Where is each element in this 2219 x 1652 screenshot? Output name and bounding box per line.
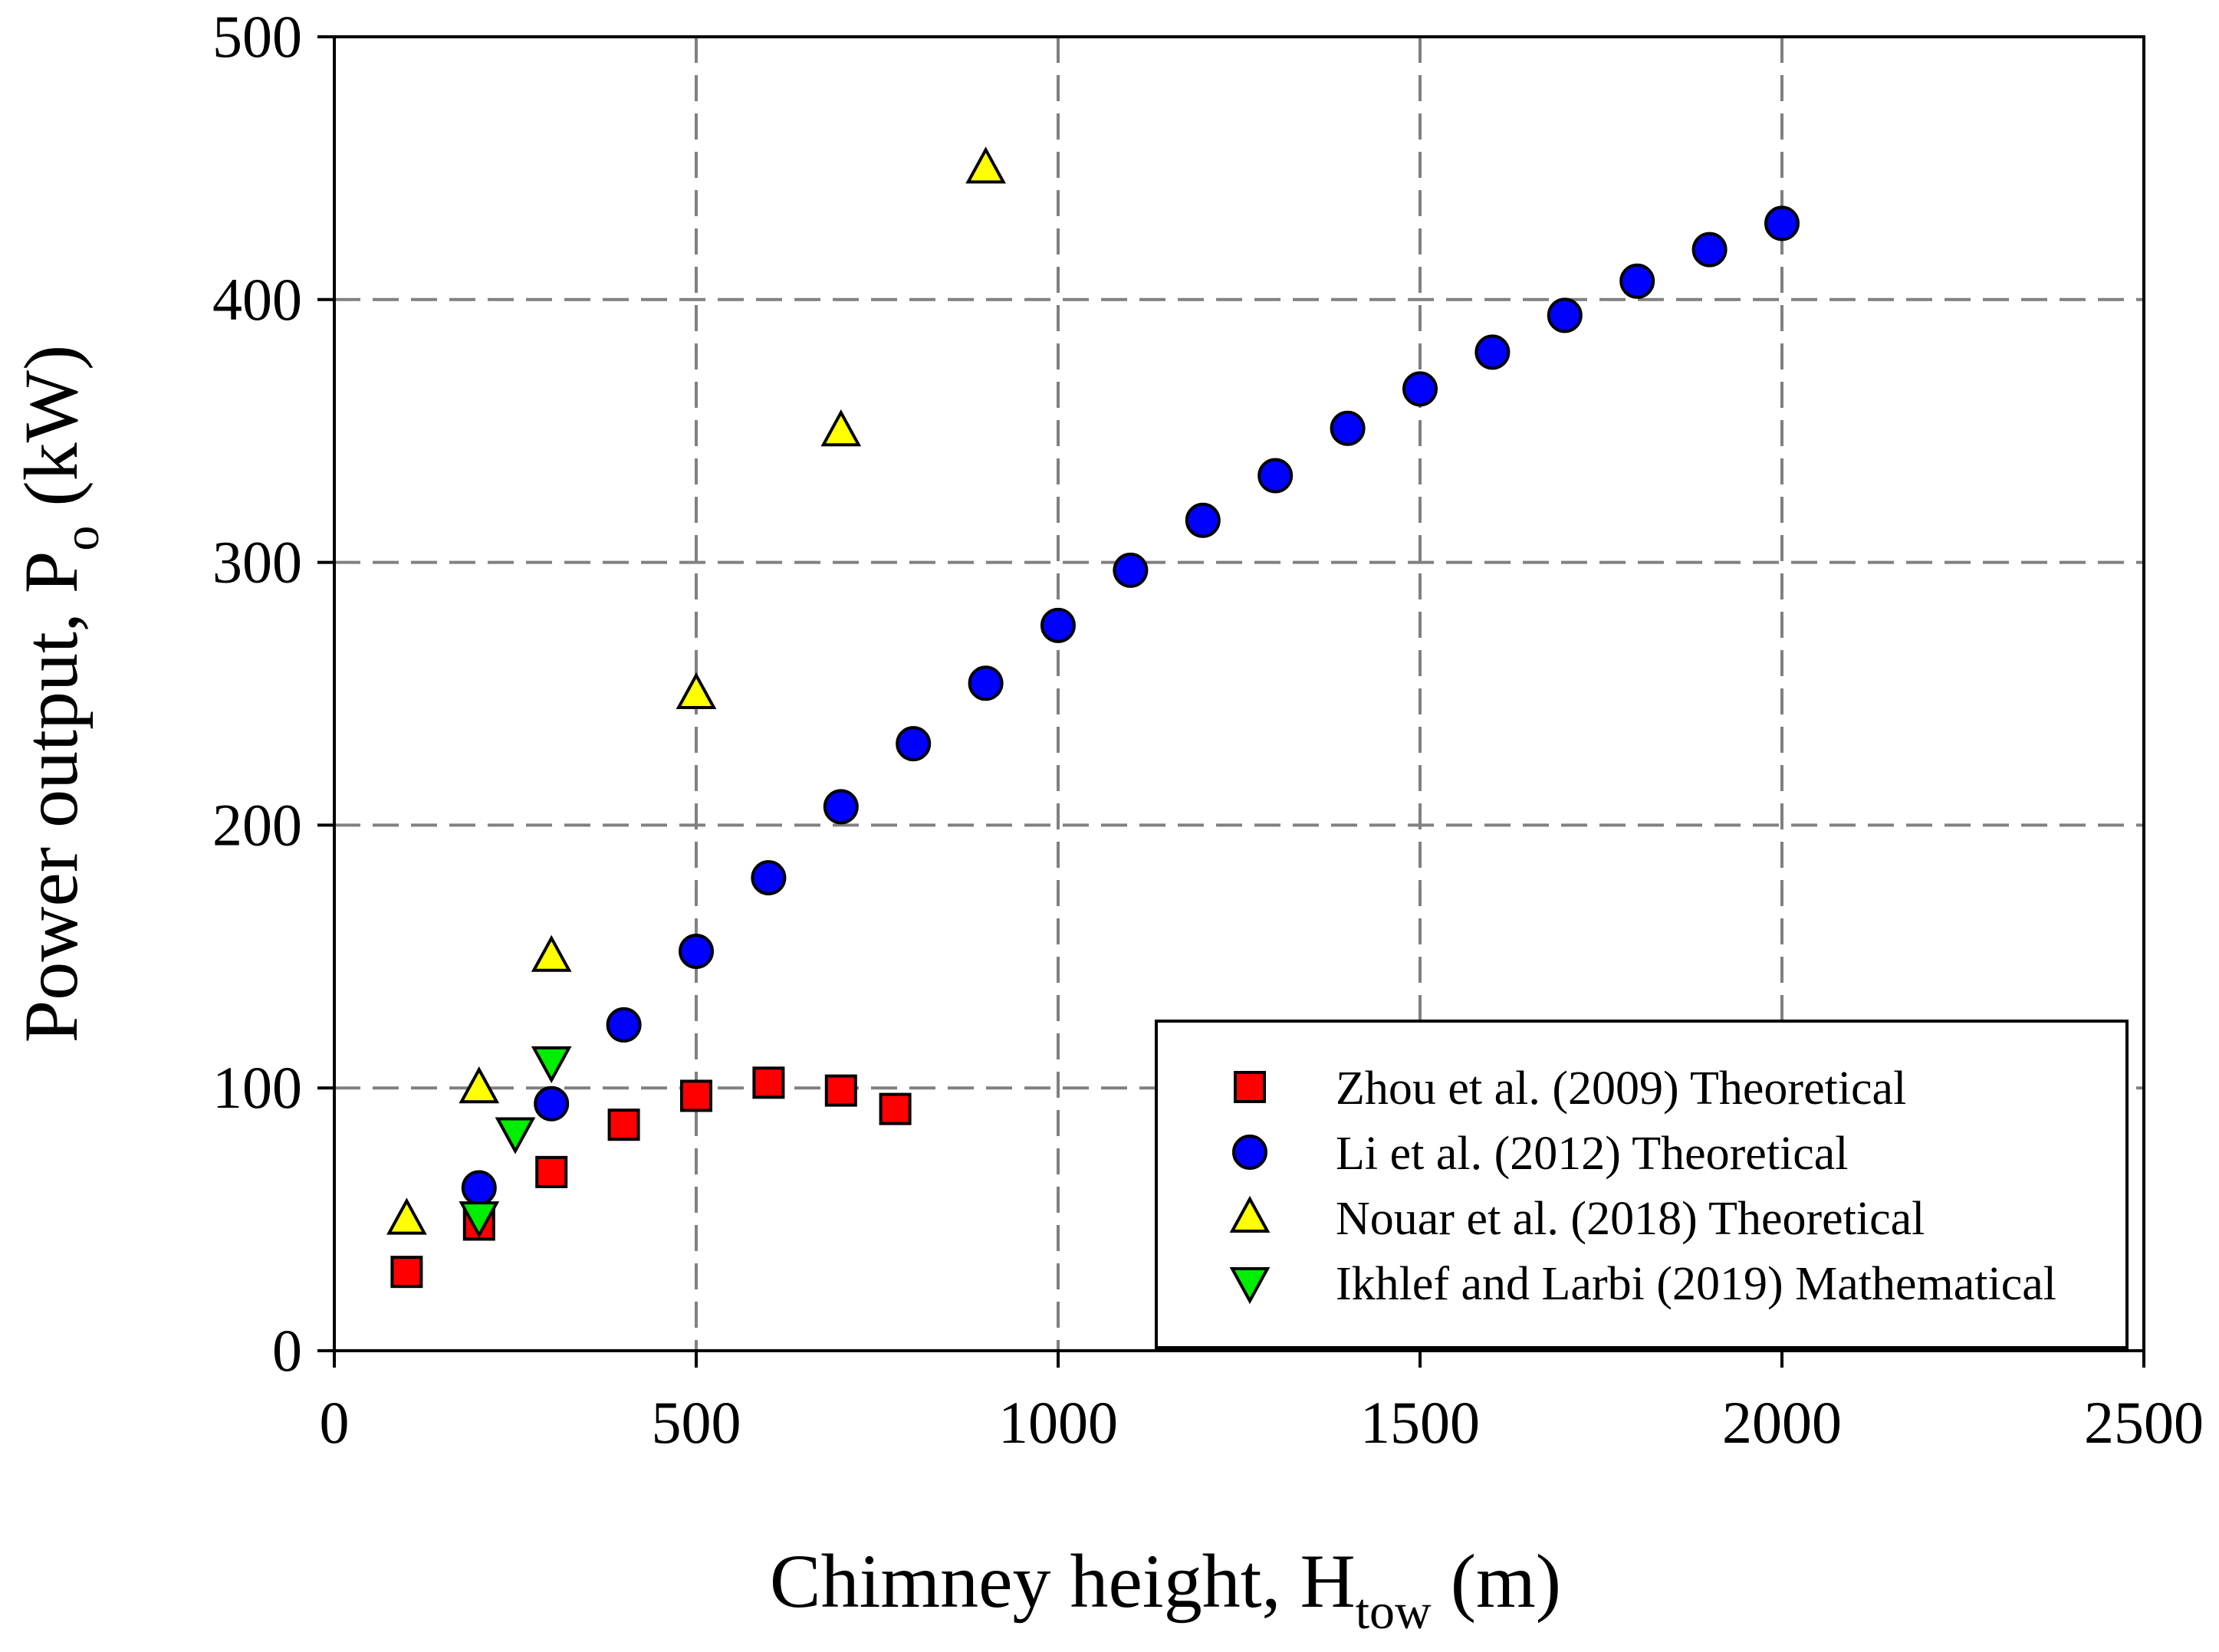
x-tick-label: 1000 (998, 1389, 1118, 1456)
data-point-series-1 (824, 1074, 857, 1107)
data-point-series-3 (459, 1066, 500, 1104)
data-point-series-2 (896, 726, 932, 762)
data-point-series-2 (1330, 410, 1366, 446)
legend-marker-2 (1232, 1135, 1267, 1170)
data-point-series-2 (679, 933, 714, 969)
data-point-series-2 (1040, 607, 1076, 643)
y-tick-label: 300 (212, 529, 302, 596)
data-point-series-2 (823, 789, 859, 825)
data-point-series-1 (607, 1108, 640, 1141)
legend-marker-1 (1234, 1071, 1266, 1103)
y-axis-title: Power output, Po (kW) (8, 345, 110, 1043)
data-point-series-2 (606, 1007, 642, 1043)
data-point-series-4 (459, 1201, 500, 1239)
data-point-series-2 (751, 859, 787, 895)
data-point-series-2 (1619, 263, 1655, 299)
x-tick-label: 2000 (1722, 1389, 1842, 1456)
data-point-series-2 (461, 1170, 497, 1206)
x-tick-label: 500 (652, 1389, 741, 1456)
data-point-series-1 (535, 1155, 568, 1188)
legend-label-2: Li et al. (2012) Theoretical (1336, 1128, 1849, 1180)
x-axis-title: Chimney height, Htow (m) (770, 1539, 1561, 1640)
legend-label-4: Ikhlef and Larbi (2019) Mathematical (1336, 1258, 2056, 1310)
data-point-series-3 (531, 934, 572, 972)
data-point-series-2 (1113, 552, 1149, 588)
data-point-series-2 (1474, 334, 1511, 370)
data-point-series-2 (1257, 458, 1294, 494)
data-markers (386, 146, 1800, 1289)
data-point-series-2 (1691, 232, 1728, 268)
data-point-series-3 (820, 409, 862, 447)
legend-box (1155, 1020, 2129, 1349)
y-tick-label: 200 (212, 791, 302, 858)
legend-marker-3 (1229, 1195, 1271, 1233)
y-tick-label: 0 (272, 1317, 302, 1384)
legend-label-3: Nouar et al. (2018) Theoretical (1336, 1193, 1925, 1245)
data-point-series-2 (968, 665, 1004, 701)
legend: Zhou et al. (2009) Theoretical Li et al. … (1155, 1020, 2129, 1349)
data-point-series-1 (752, 1066, 785, 1099)
data-point-series-2 (1402, 371, 1438, 407)
x-tick-label: 0 (320, 1389, 350, 1456)
data-point-series-3 (386, 1197, 427, 1235)
y-tick-label: 500 (212, 3, 302, 70)
data-point-series-2 (1764, 205, 1800, 241)
data-point-series-3 (676, 672, 717, 709)
data-point-series-4 (495, 1117, 536, 1154)
data-point-series-3 (965, 146, 1006, 184)
data-point-series-1 (879, 1092, 912, 1125)
data-point-series-4 (531, 1046, 572, 1084)
data-point-series-1 (390, 1256, 423, 1289)
x-tick-label: 2500 (2084, 1389, 2204, 1456)
plot-frame (333, 35, 2145, 1352)
y-tick-label: 100 (212, 1054, 302, 1121)
data-point-series-2 (1185, 502, 1221, 538)
data-point-series-1 (680, 1079, 712, 1112)
x-tick-label: 1500 (1360, 1389, 1480, 1456)
legend-marker-4 (1229, 1267, 1271, 1305)
data-point-series-2 (534, 1085, 570, 1122)
legend-label-1: Zhou et al. (2009) Theoretical (1336, 1062, 1906, 1115)
data-point-series-2 (1547, 297, 1583, 333)
axis-ticks: 0 500 1000 1500 2000 2500 0 100 200 300 400 500 (212, 3, 2204, 1456)
y-tick-label: 400 (212, 266, 302, 333)
